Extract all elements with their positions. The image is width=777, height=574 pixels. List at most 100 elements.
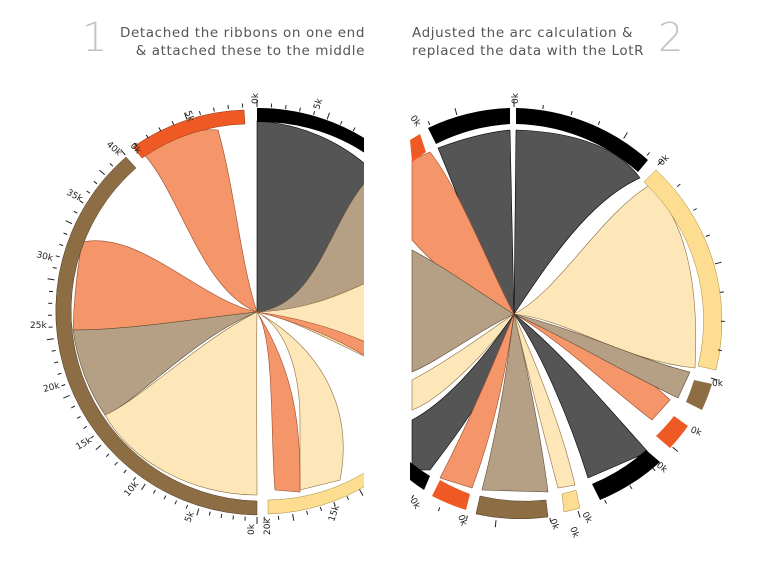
tick-mark [676,183,681,187]
tick-mark [63,232,68,235]
arc-brown-bottom [475,495,549,520]
tick-mark [57,372,62,375]
tick-mark [629,485,633,490]
tick-mark [705,234,710,237]
right-group-arcs [410,108,723,520]
arc-black-bottomright [592,450,660,500]
tick-mark [99,169,106,176]
tick-mark [466,515,468,520]
tick-label: 5k [312,97,325,111]
tick-mark [227,104,229,110]
tick-label: 0k [657,153,672,168]
tick-mark [437,507,441,512]
tick-mark [313,110,316,116]
tick-mark [717,349,722,352]
tick-mark [359,489,364,496]
tick-mark [54,361,59,364]
left-group-arcs [55,107,364,516]
tick-mark [152,489,156,494]
step-2-caption-line-2: replaced the data with the LotR [412,43,645,59]
tick-mark [719,291,724,293]
tick-mark [577,510,581,518]
ribbon-salmon-lower [256,311,301,493]
right-chord-diagram: 0k 0k 0k 0k 0k 0k 0k 0k 0k 0k 0k [378,92,725,540]
tick-label: 25k [30,321,47,331]
tick-label: 0k [567,526,580,540]
right-ribbons [411,129,697,493]
tick-mark [494,520,497,528]
step-2-caption-line-1: Adjusted the arc calculation & [412,25,634,41]
arc-orange-topleft [410,134,426,162]
tick-mark [158,127,162,132]
tick-mark [120,149,126,156]
left-ribbons [72,120,364,496]
arc-black-left [257,107,364,153]
arc-brown-left [55,156,258,516]
tick-mark [693,208,697,211]
ribbon-cream-lower [256,311,344,491]
step-number-2: 2 [658,15,684,61]
tick-mark [299,107,301,112]
tick-mark [427,121,431,126]
tick-label: 0k [251,92,261,104]
ribbon-dark-top [513,129,641,316]
ribbon-taupe-left [72,311,258,416]
tick-mark [623,132,628,139]
tick-mark [710,377,718,381]
tick-label: 0k [407,497,422,512]
tick-mark [145,134,149,139]
tick-mark [646,152,650,156]
tick-mark [109,163,114,167]
tick-mark [163,495,167,500]
tick-mark [378,143,380,146]
tick-mark [196,508,200,516]
tick-mark [185,504,189,509]
arc-yellow-big [643,169,723,371]
tick-label: 0k [689,425,703,438]
tick-mark [672,446,679,452]
tick-mark [604,499,607,504]
tick-label: 0k [712,379,724,389]
arc-orange-bottom [432,480,470,510]
tick-mark [123,469,127,474]
arc-yellow-bottom [561,489,581,513]
tick-mark [292,513,295,521]
tick-label: 0k [408,114,423,129]
tick-label: 30k [35,250,54,264]
tick-label: 0k [547,518,560,532]
arc-brown-right [686,380,712,410]
tick-mark [171,120,175,125]
tick-label: 5k [182,110,195,124]
tick-label: 20k [42,381,61,395]
tick-mark [542,105,544,110]
arc-black-top [516,108,648,172]
ribbon-taupe-right [513,313,691,399]
tick-mark [333,501,336,506]
tick-label: 0k [511,92,521,104]
step-2-caption: Adjusted the arc calculation & replaced … [412,24,644,60]
tick-mark [657,159,664,166]
tick-mark [319,506,323,511]
tick-mark [389,150,394,155]
left-tick-marks [46,100,394,524]
ribbon-salmon-right [256,311,364,356]
left-chord-diagram: 0k 5k 0k 5k 40k 35k 30k 25k 20k 15k 10k … [30,92,394,535]
tick-mark [378,152,381,155]
tick-mark [52,267,57,269]
tick-mark [83,425,88,430]
tick-mark [597,121,601,126]
tick-mark [326,112,330,120]
tick-mark [47,278,55,281]
arc-orange-right [656,416,688,448]
tick-mark [570,111,573,116]
tick-label: 10k [123,479,142,499]
tick-mark [385,479,389,485]
tick-mark [55,255,60,258]
right-tick-marks [378,100,725,528]
tick-mark [86,190,91,194]
tick-mark [285,104,287,110]
tick-mark [174,500,178,505]
tick-mark [198,110,201,116]
tick-mark [65,220,73,225]
